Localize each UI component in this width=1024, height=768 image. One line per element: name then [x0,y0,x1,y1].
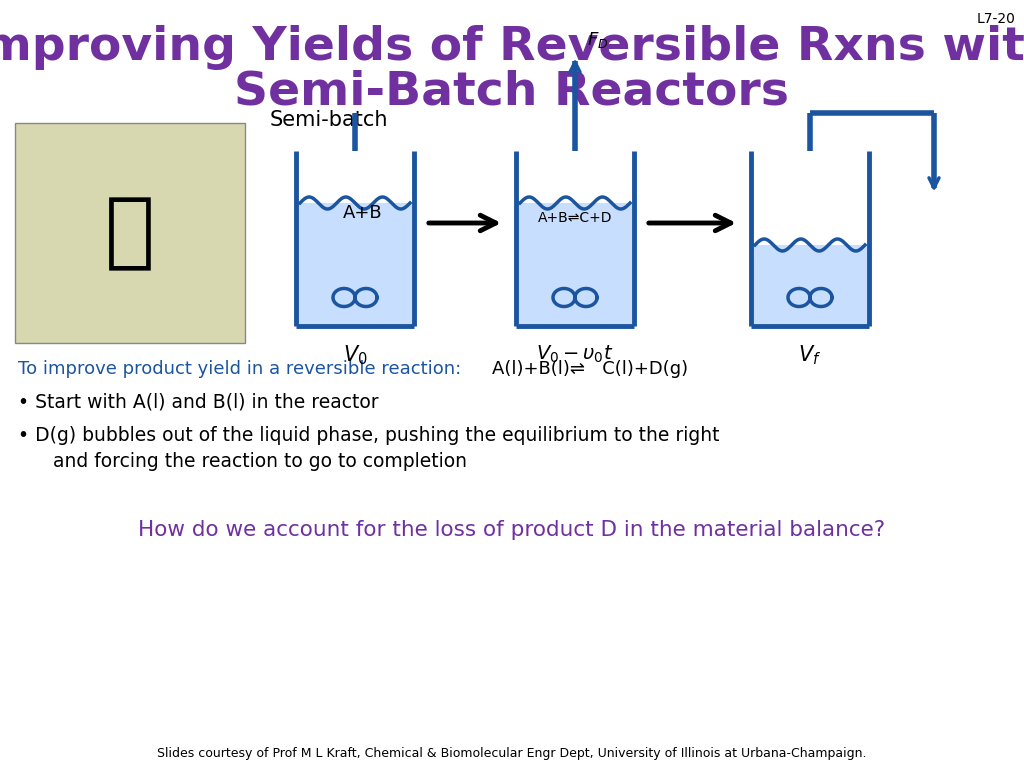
Bar [298,203,412,323]
Text: 🔬: 🔬 [105,193,155,273]
Text: and forcing the reaction to go to completion: and forcing the reaction to go to comple… [35,452,467,471]
Text: To improve product yield in a reversible reaction:: To improve product yield in a reversible… [18,360,461,378]
Bar [753,245,867,323]
Text: Slides courtesy of Prof M L Kraft, Chemical & Biomolecular Engr Dept, University: Slides courtesy of Prof M L Kraft, Chemi… [158,747,866,760]
Text: Improving Yields of Reversible Rxns with: Improving Yields of Reversible Rxns with [0,25,1024,71]
Text: • D(g) bubbles out of the liquid phase, pushing the equilibrium to the right: • D(g) bubbles out of the liquid phase, … [18,426,720,445]
Text: $F_D$: $F_D$ [587,31,608,51]
Text: • Start with A(l) and B(l) in the reactor: • Start with A(l) and B(l) in the reacto… [18,393,379,412]
Text: $V_f$: $V_f$ [799,343,821,367]
Text: A+B: A+B [343,204,383,222]
Text: A(l)+B(l)⇌   C(l)+D(g): A(l)+B(l)⇌ C(l)+D(g) [492,360,688,378]
Text: L7-20: L7-20 [977,12,1016,26]
Bar [518,203,632,323]
Bar [15,123,245,343]
Text: Semi-batch: Semi-batch [270,110,388,130]
Text: Semi-Batch Reactors: Semi-Batch Reactors [234,69,790,114]
Text: $V_0$: $V_0$ [343,343,368,367]
Text: $V_0 - \upsilon_0 t$: $V_0 - \upsilon_0 t$ [537,343,613,365]
Text: How do we account for the loss of product D in the material balance?: How do we account for the loss of produc… [138,520,886,540]
Text: A+B⇌C+D: A+B⇌C+D [538,211,612,225]
